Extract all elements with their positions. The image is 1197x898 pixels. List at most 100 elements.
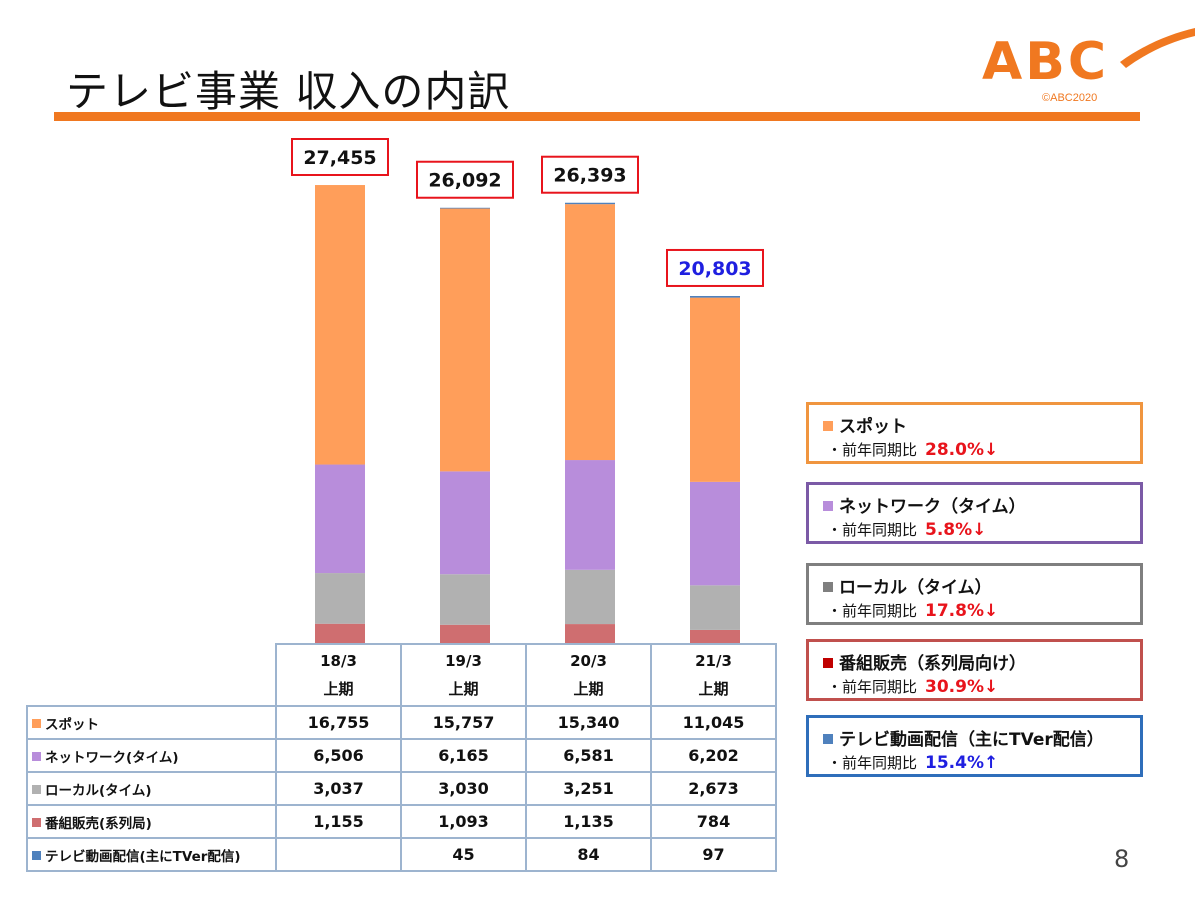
legend-yoy-label: ・前年同期比 (827, 754, 918, 772)
bar-segment-spot (315, 185, 365, 465)
bar-segment-sales (440, 624, 490, 643)
table-cell: 45 (400, 837, 527, 872)
series-color-swatch (32, 718, 41, 728)
page-title: テレビ事業 収入の内訳 (66, 67, 511, 116)
logo-swoosh (1120, 28, 1195, 68)
logo-text: ABC (982, 32, 1110, 92)
bar-segment-network (315, 464, 365, 574)
bar-segment-sales (315, 623, 365, 643)
legend-name-text: ネットワーク（タイム） (839, 497, 1026, 517)
legend-yoy-value: 30.9%↓ (925, 677, 999, 697)
table-corner (27, 644, 277, 707)
series-color-swatch (32, 817, 41, 827)
bar-segment-local (565, 569, 615, 625)
table-cell (275, 837, 402, 872)
series-color-swatch (32, 784, 41, 794)
bar-segment-sales (690, 629, 740, 643)
total-label: 26,092 (416, 160, 514, 199)
legend-yoy: ・前年同期比 17.8%↓ (827, 600, 998, 621)
table-cell: 1,135 (525, 804, 652, 839)
legend-yoy: ・前年同期比 5.8%↓ (827, 519, 986, 540)
column-header: 21/3 上期 (650, 643, 777, 707)
column-header: 19/3 上期 (400, 643, 527, 707)
total-label-box (666, 248, 764, 287)
row-header-label: ネットワーク(タイム) (45, 749, 179, 766)
bar-segment-network (690, 481, 740, 586)
logo-copyright: ©ABC2020 (1042, 92, 1098, 104)
legend-swatch (823, 734, 833, 744)
legend-yoy-label: ・前年同期比 (827, 441, 918, 459)
legend-name: スポット (823, 412, 907, 437)
table-cell: 16,755 (275, 705, 402, 740)
table-row: スポット 16,755 15,757 15,340 11,045 (26, 705, 777, 740)
table-cell: 84 (525, 837, 652, 872)
column-header-year: 21/3 (695, 652, 732, 670)
column-header-period: 上期 (573, 680, 604, 698)
legend-yoy-value: 28.0%↓ (925, 440, 999, 460)
total-label-text: 20,803 (678, 258, 751, 280)
legend-box: ローカル（タイム） ・前年同期比 17.8%↓ (806, 563, 1143, 625)
total-label-text: 26,092 (428, 170, 501, 192)
row-header-label: 番組販売(系列局) (45, 815, 152, 832)
column-header: 20/3 上期 (525, 643, 652, 707)
page-number: 8 (1114, 845, 1130, 873)
legend-name: 番組販売（系列局向け） (823, 649, 1026, 674)
table-cell: 1,093 (400, 804, 527, 839)
bar-segment-local (315, 573, 365, 624)
column-header-period: 上期 (698, 680, 729, 698)
row-header: ネットワーク(タイム) (26, 738, 277, 773)
legend-yoy-value: 17.8%↓ (925, 601, 999, 621)
total-label: 27,455 (291, 138, 389, 176)
total-label-box (541, 155, 639, 194)
column-header-period: 上期 (323, 680, 354, 698)
legend-yoy-label: ・前年同期比 (827, 602, 918, 620)
series-color-swatch (32, 751, 41, 761)
total-label-box (291, 138, 389, 176)
legend-swatch (823, 582, 833, 592)
legend-box: スポット・前年同期比 28.0%↓ (806, 402, 1143, 464)
bar-segment-video (690, 296, 740, 298)
table-row: 番組販売(系列局) 1,155 1,093 1,135 784 (26, 804, 777, 839)
table-row: テレビ動画配信(主にTVer配信) 45 84 97 (26, 837, 777, 872)
legend-yoy-label: ・前年同期比 (827, 678, 918, 696)
row-header: スポット (26, 705, 277, 740)
legend-yoy-value: 5.8%↓ (925, 520, 987, 540)
table-cell: 97 (650, 837, 777, 872)
table-cell: 15,340 (525, 705, 652, 740)
legend-name-text: テレビ動画配信（主にTVer配信） (839, 730, 1104, 750)
legend-box: 番組販売（系列局向け） ・前年同期比 30.9%↓ (806, 639, 1143, 701)
row-header: ローカル(タイム) (26, 771, 277, 806)
legend-box: ネットワーク（タイム） ・前年同期比 5.8%↓ (806, 482, 1143, 544)
bar-segment-network (565, 460, 615, 570)
column-header-year: 18/3 (320, 652, 357, 670)
legend-yoy: ・前年同期比 28.0%↓ (827, 439, 998, 460)
legend-name-text: スポット (839, 417, 907, 437)
bar-segment-local (440, 574, 490, 625)
legend-yoy-label: ・前年同期比 (827, 521, 918, 539)
legend-yoy-value: 15.4%↑ (925, 753, 999, 773)
table-cell: 2,673 (650, 771, 777, 806)
row-header: テレビ動画配信(主にTVer配信) (26, 837, 277, 872)
legend-name: ネットワーク（タイム） (823, 492, 1026, 517)
table-cell: 784 (650, 804, 777, 839)
row-header-label: テレビ動画配信(主にTVer配信) (45, 848, 241, 865)
title-underline (54, 112, 1140, 121)
bar-segment-spot (565, 204, 615, 461)
bar-segment-video (440, 207, 490, 209)
legend-yoy: ・前年同期比 30.9%↓ (827, 676, 998, 697)
total-label-text: 27,455 (303, 147, 376, 169)
table-cell: 6,202 (650, 738, 777, 773)
legend-name-text: ローカル（タイム） (839, 578, 992, 598)
legend-name-text: 番組販売（系列局向け） (839, 654, 1026, 674)
column-header-year: 19/3 (445, 652, 482, 670)
bar-segment-video (565, 202, 615, 205)
legend-name: ローカル（タイム） (823, 573, 992, 598)
table-cell: 6,165 (400, 738, 527, 773)
legend-name: テレビ動画配信（主にTVer配信） (823, 725, 1104, 750)
row-header-label: ローカル(タイム) (45, 782, 152, 799)
table-cell: 3,030 (400, 771, 527, 806)
row-header: 番組販売(系列局) (26, 804, 277, 839)
bar-segment-spot (690, 297, 740, 482)
table-cell: 3,251 (525, 771, 652, 806)
